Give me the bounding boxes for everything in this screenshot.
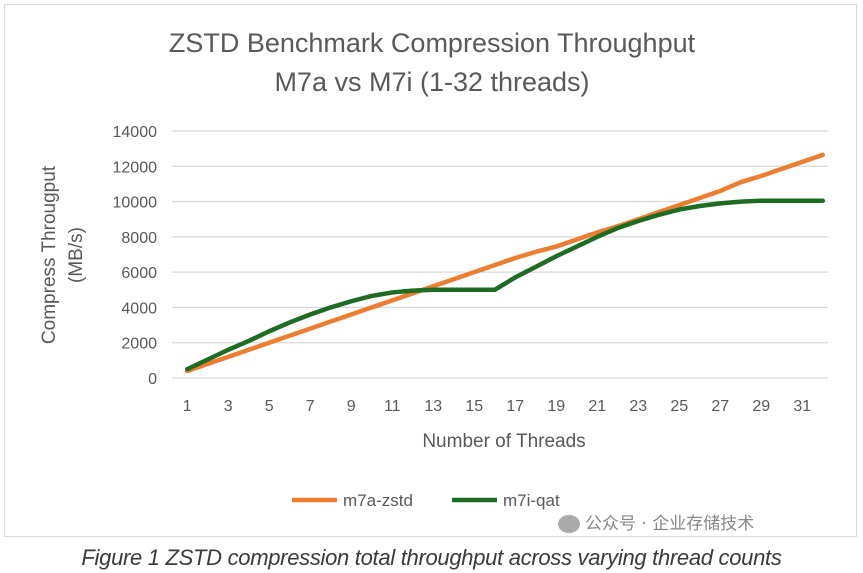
legend-label-m7a-zstd: m7a-zstd bbox=[343, 491, 413, 510]
y-tick-label: 8000 bbox=[121, 230, 157, 247]
x-tick-label: 19 bbox=[547, 398, 565, 415]
y-tick-label: 14000 bbox=[113, 124, 158, 141]
chart-title-line: ZSTD Benchmark Compression Throughput bbox=[169, 28, 696, 58]
y-tick-label: 12000 bbox=[113, 159, 158, 176]
x-tick-label: 29 bbox=[752, 398, 770, 415]
x-tick-label: 31 bbox=[793, 398, 811, 415]
x-tick-label: 21 bbox=[588, 398, 606, 415]
x-tick-label: 23 bbox=[629, 398, 647, 415]
y-axis-label: Compress Througput bbox=[39, 165, 60, 344]
x-tick-label: 27 bbox=[711, 398, 729, 415]
y-tick-label: 4000 bbox=[121, 300, 157, 317]
series-line-m7a-zstd bbox=[185, 152, 825, 374]
x-tick-label: 11 bbox=[384, 398, 401, 415]
x-tick-label: 13 bbox=[424, 398, 442, 415]
x-tick-label: 17 bbox=[506, 398, 524, 415]
x-tick-label: 7 bbox=[306, 398, 315, 415]
y-tick-label: 6000 bbox=[121, 265, 157, 282]
wechat-icon bbox=[558, 515, 580, 533]
x-tick-label: 5 bbox=[265, 398, 274, 415]
figure-caption: Figure 1 ZSTD compression total throughp… bbox=[81, 545, 782, 570]
chart-title-line: M7a vs M7i (1-32 threads) bbox=[274, 67, 589, 97]
x-tick-label: 3 bbox=[224, 398, 233, 415]
x-tick-label: 9 bbox=[347, 398, 356, 415]
y-axis-label: (MB/s) bbox=[66, 227, 87, 283]
watermark: 公众号 · 企业存储技术 bbox=[585, 514, 755, 534]
series-line-m7i-qat bbox=[185, 198, 825, 372]
y-tick-label: 2000 bbox=[121, 336, 157, 353]
legend-label-m7i-qat: m7i-qat bbox=[503, 491, 560, 510]
x-tick-label: 15 bbox=[465, 398, 483, 415]
x-tick-label: 1 bbox=[183, 398, 192, 415]
chart-frame bbox=[4, 4, 857, 537]
x-axis-label: Number of Threads bbox=[422, 431, 585, 452]
x-tick-label: 25 bbox=[670, 398, 688, 415]
y-tick-label: 10000 bbox=[113, 195, 158, 212]
y-tick-label: 0 bbox=[148, 371, 157, 388]
